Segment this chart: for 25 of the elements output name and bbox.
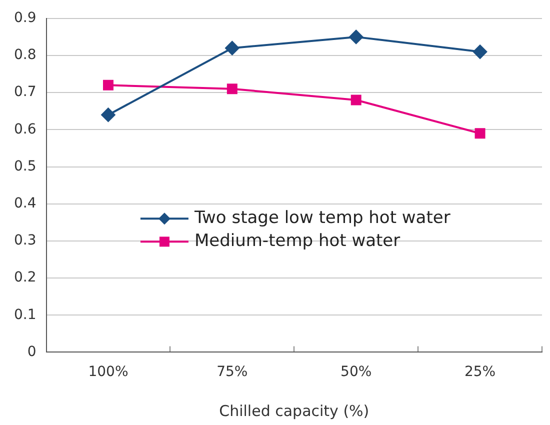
x-axis-title: Chilled capacity (%) — [219, 402, 370, 420]
y-tick-label: 0.9 — [14, 10, 36, 26]
point — [226, 84, 238, 94]
y-tick-label: 0.1 — [14, 306, 36, 323]
x-tick-label: 25% — [464, 364, 496, 380]
y-tick-label: 0.3 — [14, 232, 36, 249]
point — [101, 108, 116, 122]
x-tick-label: 75% — [216, 364, 248, 380]
y-tick-label: 0 — [27, 344, 36, 360]
y-tick-label: 0.2 — [14, 270, 36, 286]
x-tick-label: 100% — [88, 364, 128, 380]
legend-label: Medium-temp hot water — [194, 231, 400, 252]
y-tick-label: 0.7 — [14, 84, 36, 100]
point — [473, 44, 488, 59]
y-tick-label: 0.6 — [14, 121, 36, 138]
point — [474, 128, 486, 139]
y-tick-label: 0.4 — [14, 195, 36, 212]
point — [225, 41, 240, 56]
legend-label: Two stage low temp hot water — [193, 208, 450, 228]
point — [102, 80, 114, 90]
point — [349, 30, 364, 44]
y-tick-label: 0.5 — [14, 158, 36, 174]
y-tick-label: 0.8 — [14, 47, 36, 64]
x-tick-label: 50% — [340, 364, 372, 380]
point — [350, 94, 362, 106]
